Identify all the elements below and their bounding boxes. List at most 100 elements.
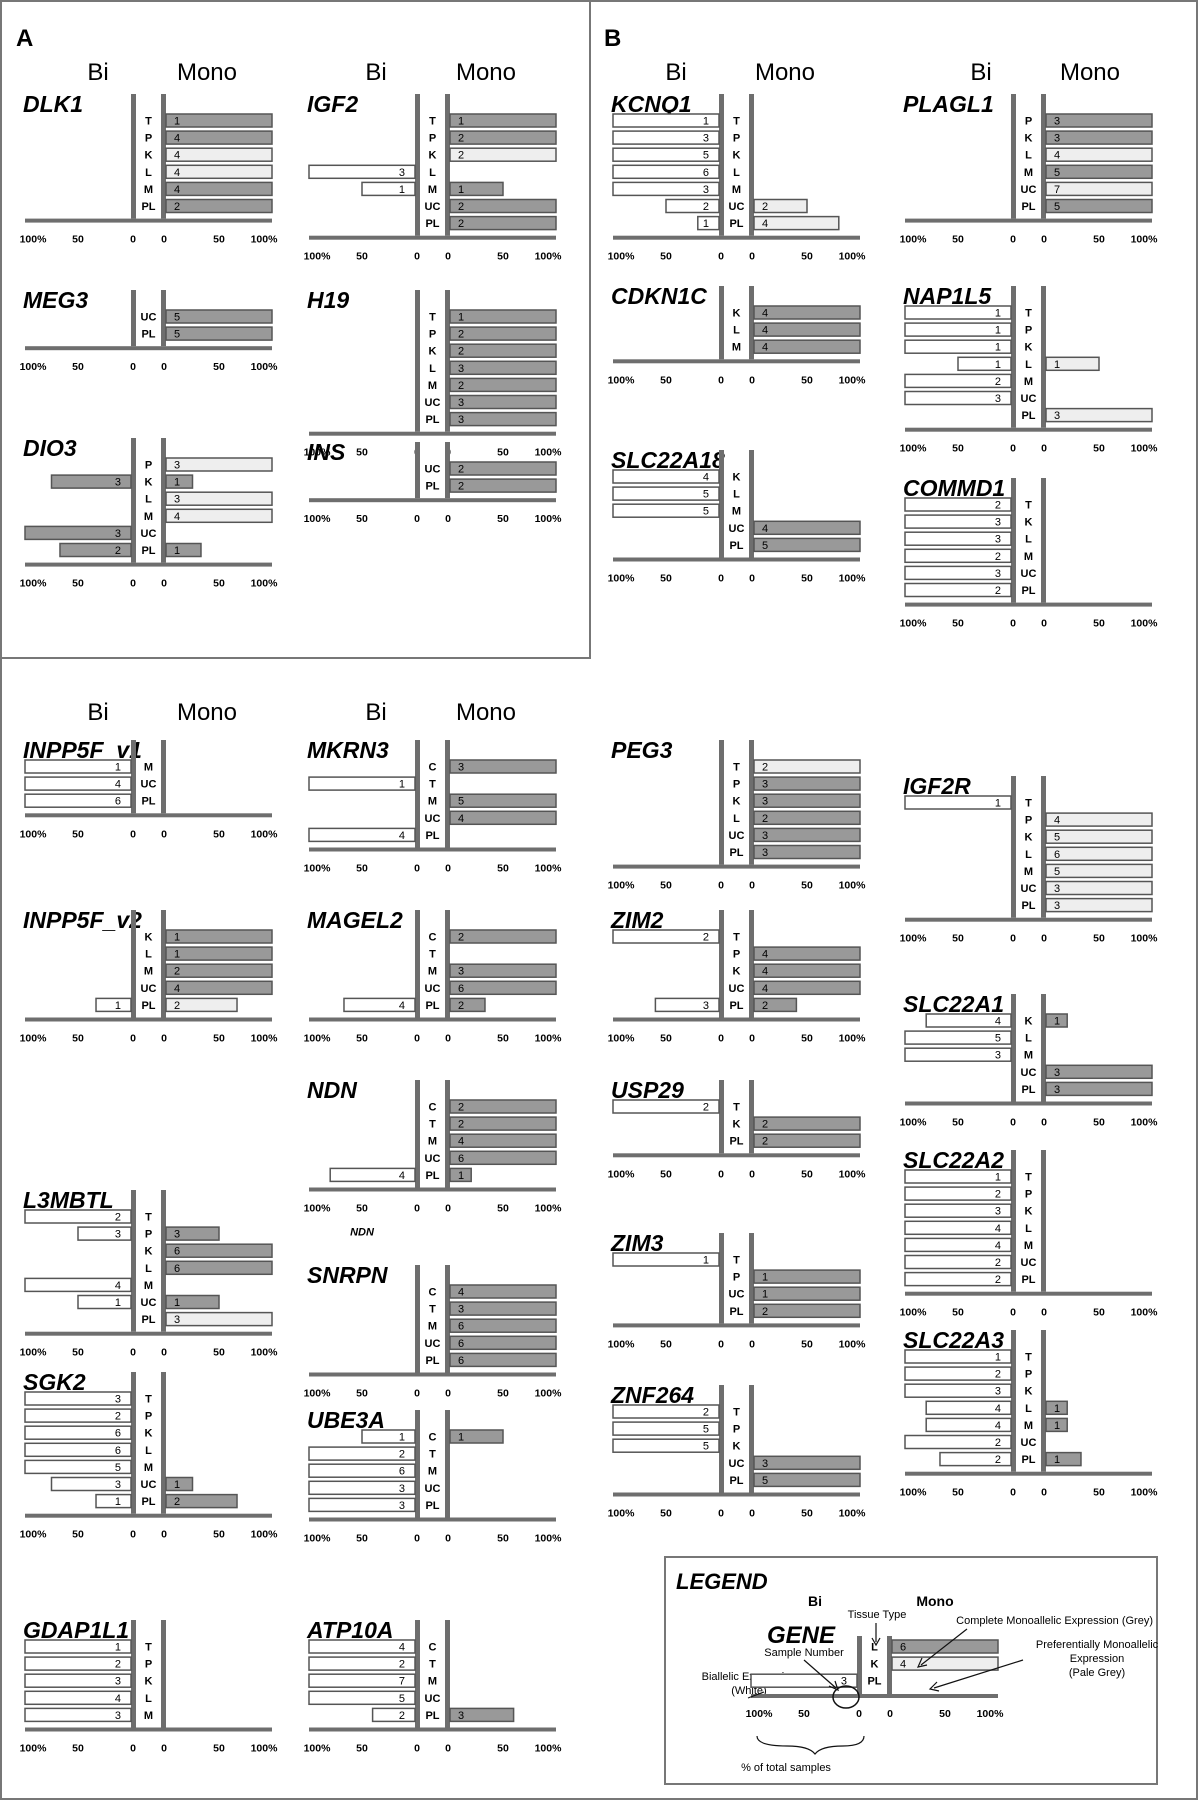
mono-sample-number: 6	[174, 1263, 180, 1275]
mono-sample-number: 1	[458, 1170, 464, 1182]
tick-label: 0	[161, 1347, 167, 1359]
bi-sample-number: 1	[995, 308, 1001, 320]
tissue-label-p: P	[145, 460, 152, 472]
tick-label: 50	[72, 578, 84, 590]
tick-label: 100%	[1131, 234, 1159, 246]
bi-sample-number: 2	[115, 1659, 121, 1671]
tick-label: 50	[72, 1529, 84, 1541]
chart-znf264: ZNF264 T 2 P 5 K 5 UC 3 PL 5 100% 50 0 0 50 100%	[608, 1382, 867, 1520]
tissue-label-c: C	[429, 1642, 437, 1654]
mono-bar-uc	[753, 1455, 861, 1471]
bi-bar-uc	[904, 565, 1012, 581]
tick-label: 100%	[1131, 933, 1159, 945]
legend-complete: Complete Monoallelic Expression (Grey)	[956, 1615, 1153, 1627]
panel-label-b: B	[604, 25, 621, 52]
mono-sample-number: 2	[458, 1000, 464, 1012]
tissue-label-l: L	[733, 167, 740, 179]
tissue-label-m: M	[428, 1136, 437, 1148]
bi-bar-t	[24, 1639, 132, 1654]
bi-bar-m	[904, 1237, 1012, 1253]
tissue-label-k: K	[145, 1246, 153, 1258]
tick-label: 100%	[251, 1743, 279, 1755]
bi-sample-number: 3	[115, 1710, 121, 1722]
chart-inpp5f-v1: INPP5F_v1M 1 UC 4 PL 6 100% 50 0 0 50 100%	[20, 737, 279, 840]
gene-title: SLC22A1	[903, 991, 1004, 1017]
mono-bar-pl	[449, 1352, 557, 1368]
tick-label: 0	[130, 1033, 136, 1045]
tick-label: 100%	[900, 933, 928, 945]
bi-sample-number: 5	[703, 489, 709, 501]
tick-label: 0	[161, 234, 167, 246]
tick-label: 50	[801, 1338, 813, 1350]
bi-bar-t	[612, 1252, 720, 1267]
header-bi-c-left: Bi	[87, 699, 108, 726]
bi-bar-k	[612, 469, 720, 484]
bi-sample-number: 2	[995, 551, 1001, 563]
baseline	[309, 1372, 556, 1377]
legend-tissue-l: L	[871, 1642, 878, 1654]
bi-sample-number: 5	[703, 1424, 709, 1436]
mono-sample-number: 1	[762, 1289, 768, 1301]
mono-sample-number: 3	[762, 847, 768, 859]
gene-title: USP29	[611, 1077, 684, 1103]
tick-label: 100%	[839, 251, 867, 263]
mono-bar-uc	[165, 980, 273, 996]
bi-bar-k	[50, 474, 132, 489]
mono-bar-m	[449, 1318, 557, 1333]
bi-bar-k	[904, 514, 1012, 529]
gene-title: PLAGL1	[903, 91, 994, 117]
mono-bar-k	[753, 793, 861, 808]
bi-bar-m	[308, 1673, 416, 1688]
tick-label: 50	[952, 933, 964, 945]
mono-bar-pl	[165, 1311, 273, 1327]
tick-label: 100%	[900, 234, 928, 246]
tick-label: 50	[72, 234, 84, 246]
legend-sample-number: Sample Number	[764, 1647, 844, 1659]
mono-bar-k	[165, 1243, 273, 1258]
gene-title: DIO3	[23, 435, 77, 461]
tick-label: 100%	[20, 234, 48, 246]
legend-tissue-type: Tissue Type	[848, 1609, 907, 1621]
bi-axis-line	[719, 1080, 724, 1154]
tissue-label-l: L	[1025, 1223, 1032, 1235]
bi-axis-line	[1011, 286, 1016, 428]
tick-label: 0	[718, 1338, 724, 1350]
legend-pref-1: Preferentially Monoallelic	[1036, 1639, 1159, 1651]
chart-commd1: COMMD1 T 2 K 3 L 3 M 2 UC 3 PL 2 100% 50 0 0 50 100%	[900, 475, 1159, 630]
tick-label: 100%	[304, 1388, 332, 1400]
bi-sample-number: 2	[399, 1449, 405, 1461]
bi-bar-p	[904, 1366, 1012, 1381]
tissue-label-l: L	[1025, 534, 1032, 546]
bi-bar-l	[612, 486, 720, 501]
tissue-label-uc: UC	[1021, 883, 1037, 895]
gene-title: COMMD1	[903, 475, 1005, 501]
tick-label: 50	[213, 828, 225, 840]
tissue-label-pl: PL	[729, 1000, 743, 1012]
tick-label: 50	[660, 1338, 672, 1350]
header-mono-c-right: Mono	[456, 699, 516, 726]
legend-tick-label: 0	[887, 1708, 893, 1720]
tissue-label-pl: PL	[425, 218, 439, 230]
bi-bar-k	[612, 147, 720, 162]
tick-label: 0	[1041, 618, 1047, 630]
tissue-label-uc: UC	[729, 201, 745, 213]
mono-bar-pl	[449, 997, 486, 1013]
tick-label: 50	[213, 578, 225, 590]
mono-axis-line	[1041, 776, 1046, 918]
tick-label: 50	[952, 234, 964, 246]
tick-label: 100%	[535, 1033, 563, 1045]
legend-mono-bar	[891, 1656, 999, 1671]
bi-bar-m	[904, 1047, 1012, 1062]
tick-label: 0	[414, 1033, 420, 1045]
mono-sample-number: 1	[458, 184, 464, 196]
tick-label: 50	[1093, 234, 1105, 246]
tissue-label-l: L	[145, 1445, 152, 1457]
mono-sample-number: 1	[174, 545, 180, 557]
tick-label: 50	[72, 361, 84, 373]
tissue-label-t: T	[429, 1449, 436, 1461]
mono-axis-line	[161, 438, 166, 563]
tick-label: 50	[801, 1033, 813, 1045]
mono-sample-number: 5	[762, 1475, 768, 1487]
tick-label: 0	[749, 251, 755, 263]
tick-label: 0	[414, 863, 420, 875]
